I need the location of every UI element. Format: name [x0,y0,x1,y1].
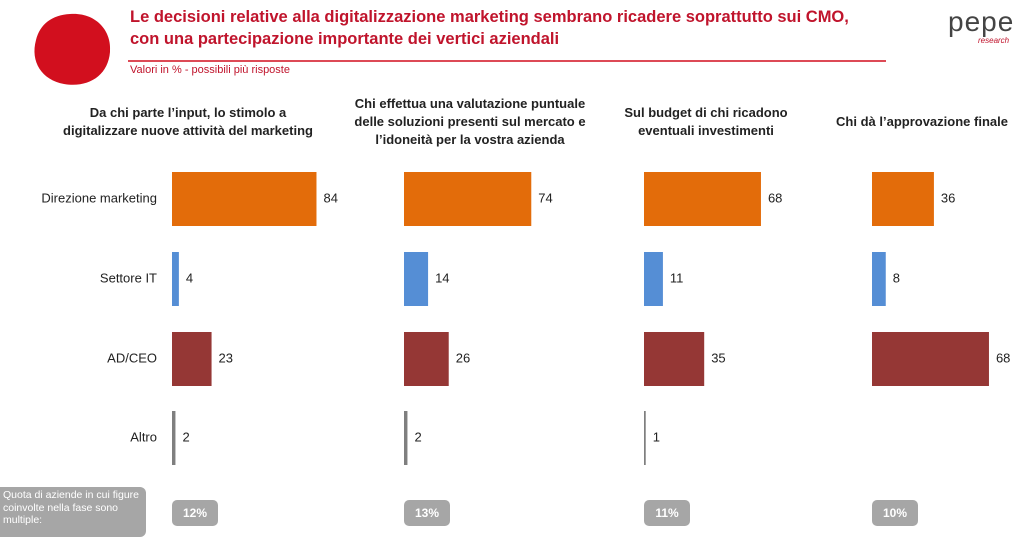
logo-subtext: research [978,36,1010,45]
category-label: Settore IT [100,270,157,285]
chart-title: Da chi parte l’input, lo stimolo a digit… [63,105,313,138]
share-badge: 11% [644,500,690,526]
bar [172,172,317,226]
category-label: Altro [130,429,157,444]
bar [644,252,663,306]
bar [404,332,449,386]
value-label: 35 [711,350,725,365]
bar [404,172,532,226]
value-label: 11 [670,270,684,285]
bar [644,172,761,226]
share-badge: 12% [172,500,218,526]
bar [404,411,408,465]
slide-subtitle: Valori in % - possibili più risposte [130,64,290,76]
share-badge: 10% [872,500,918,526]
value-label: 36 [941,190,955,205]
chart-title: Chi dà l’approvazione finale [836,114,1008,129]
bar [404,252,429,306]
value-label: 4 [186,270,193,285]
value-label: 84 [323,190,337,205]
logo-blob [34,13,111,85]
logo-text: pepe [948,6,1015,37]
bar [872,332,989,386]
bar [172,332,212,386]
bar [872,252,886,306]
value-label: 74 [538,190,552,205]
chart-title: Chi effettua una valutazione puntuale de… [354,96,586,147]
value-label: 68 [768,190,782,205]
value-label: 26 [456,350,470,365]
category-label: AD/CEO [107,350,157,365]
value-label: 14 [435,270,449,285]
category-label: Direzione marketing [41,190,157,205]
bar [644,332,705,386]
bar [172,411,176,465]
bar [644,411,646,465]
value-label: 2 [414,429,421,444]
value-label: 68 [996,350,1010,365]
bar [872,172,934,226]
value-label: 2 [182,429,189,444]
slide-title: Le decisioni relative alla digitalizzazi… [130,8,849,48]
footer-note: Quota di aziende in cui figure coinvolte… [0,487,146,537]
chart-title: Sul budget di chi ricadono eventuali inv… [624,105,788,138]
value-label: 23 [219,350,233,365]
value-label: 1 [653,429,660,444]
bar [172,252,179,306]
value-label: 8 [893,270,900,285]
share-badge: 13% [404,500,450,526]
